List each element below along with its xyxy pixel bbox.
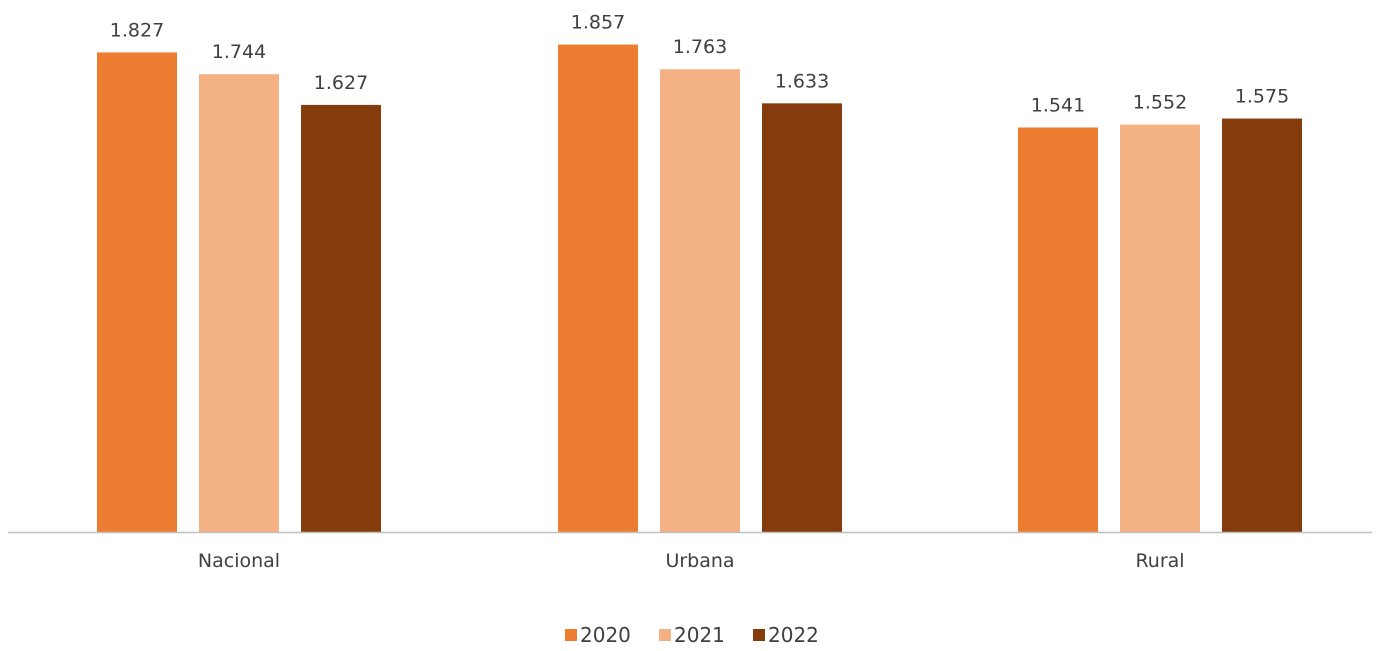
legend-swatch-2022: [753, 629, 765, 641]
bar-nacional-2022: [301, 104, 381, 532]
data-labels-group: 1.827 1.744 1.627 1.857 1.763 1.633 1.541 1.552…: [110, 12, 1289, 117]
legend-label-2022: 2022: [768, 623, 819, 647]
category-label-nacional: Nacional: [198, 550, 280, 572]
bar-urbana-2021: [660, 69, 740, 533]
data-label-rural-2022: 1.575: [1235, 86, 1289, 108]
data-label-rural-2020: 1.541: [1031, 94, 1085, 116]
legend-label-2020: 2020: [580, 623, 631, 647]
bar-rural-2020: [1018, 127, 1098, 533]
bars-group: [97, 44, 1302, 533]
bar-rural-2022: [1222, 118, 1302, 532]
bar-urbana-2022: [762, 103, 842, 533]
data-label-urbana-2020: 1.857: [571, 12, 625, 34]
legend: 2020 2021 2022: [565, 623, 819, 647]
legend-swatch-2021: [659, 629, 671, 641]
category-labels-group: Nacional Urbana Rural: [198, 550, 1185, 572]
data-label-nacional-2020: 1.827: [110, 19, 164, 41]
legend-swatch-2020: [565, 629, 577, 641]
bar-rural-2021: [1120, 124, 1200, 532]
category-label-urbana: Urbana: [665, 550, 734, 572]
data-label-rural-2021: 1.552: [1133, 92, 1187, 114]
bar-urbana-2020: [558, 44, 638, 532]
legend-label-2021: 2021: [674, 623, 725, 647]
data-label-nacional-2021: 1.744: [212, 41, 266, 63]
category-label-rural: Rural: [1135, 550, 1184, 572]
bar-nacional-2021: [199, 74, 279, 532]
data-label-urbana-2022: 1.633: [775, 70, 829, 92]
data-label-urbana-2021: 1.763: [673, 36, 727, 58]
data-label-nacional-2022: 1.627: [314, 72, 368, 94]
bar-nacional-2020: [97, 52, 177, 532]
